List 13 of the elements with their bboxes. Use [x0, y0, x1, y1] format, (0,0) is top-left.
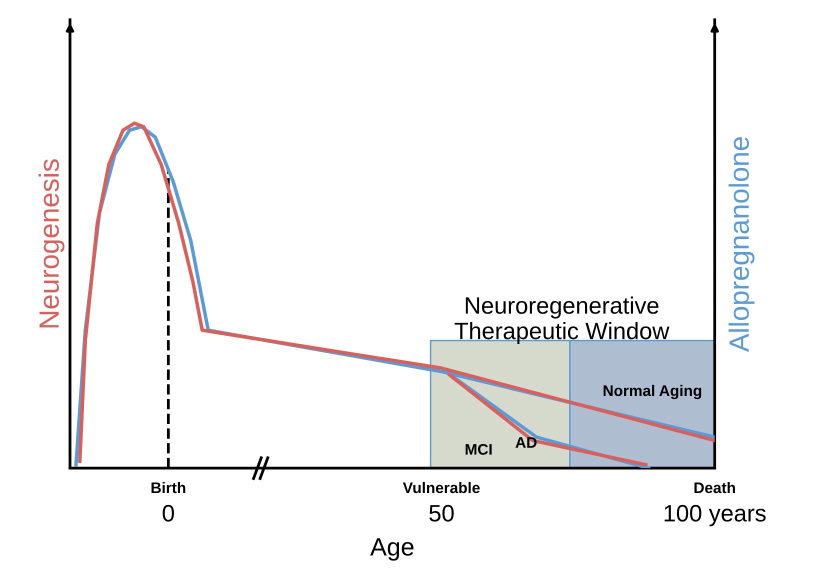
x-tick-label: 100 years	[664, 504, 766, 526]
x-tick-label: 0	[162, 504, 174, 522]
text: Vulnerable	[402, 482, 480, 494]
y2-axis-title: Allopregnanolone	[728, 137, 754, 352]
annotation: Normal Aging	[604, 384, 702, 400]
annotation: MCI	[466, 444, 492, 455]
x-tick-label: 50	[429, 504, 454, 522]
text: Death	[694, 482, 735, 494]
annotation: Neuroregenerative Therapeutic Window	[454, 296, 670, 344]
text: Birth	[152, 482, 186, 494]
x-axis-title: Age	[370, 538, 414, 561]
annotation: AD	[516, 437, 537, 448]
y-axis-title: Neurogenesis	[38, 159, 64, 328]
